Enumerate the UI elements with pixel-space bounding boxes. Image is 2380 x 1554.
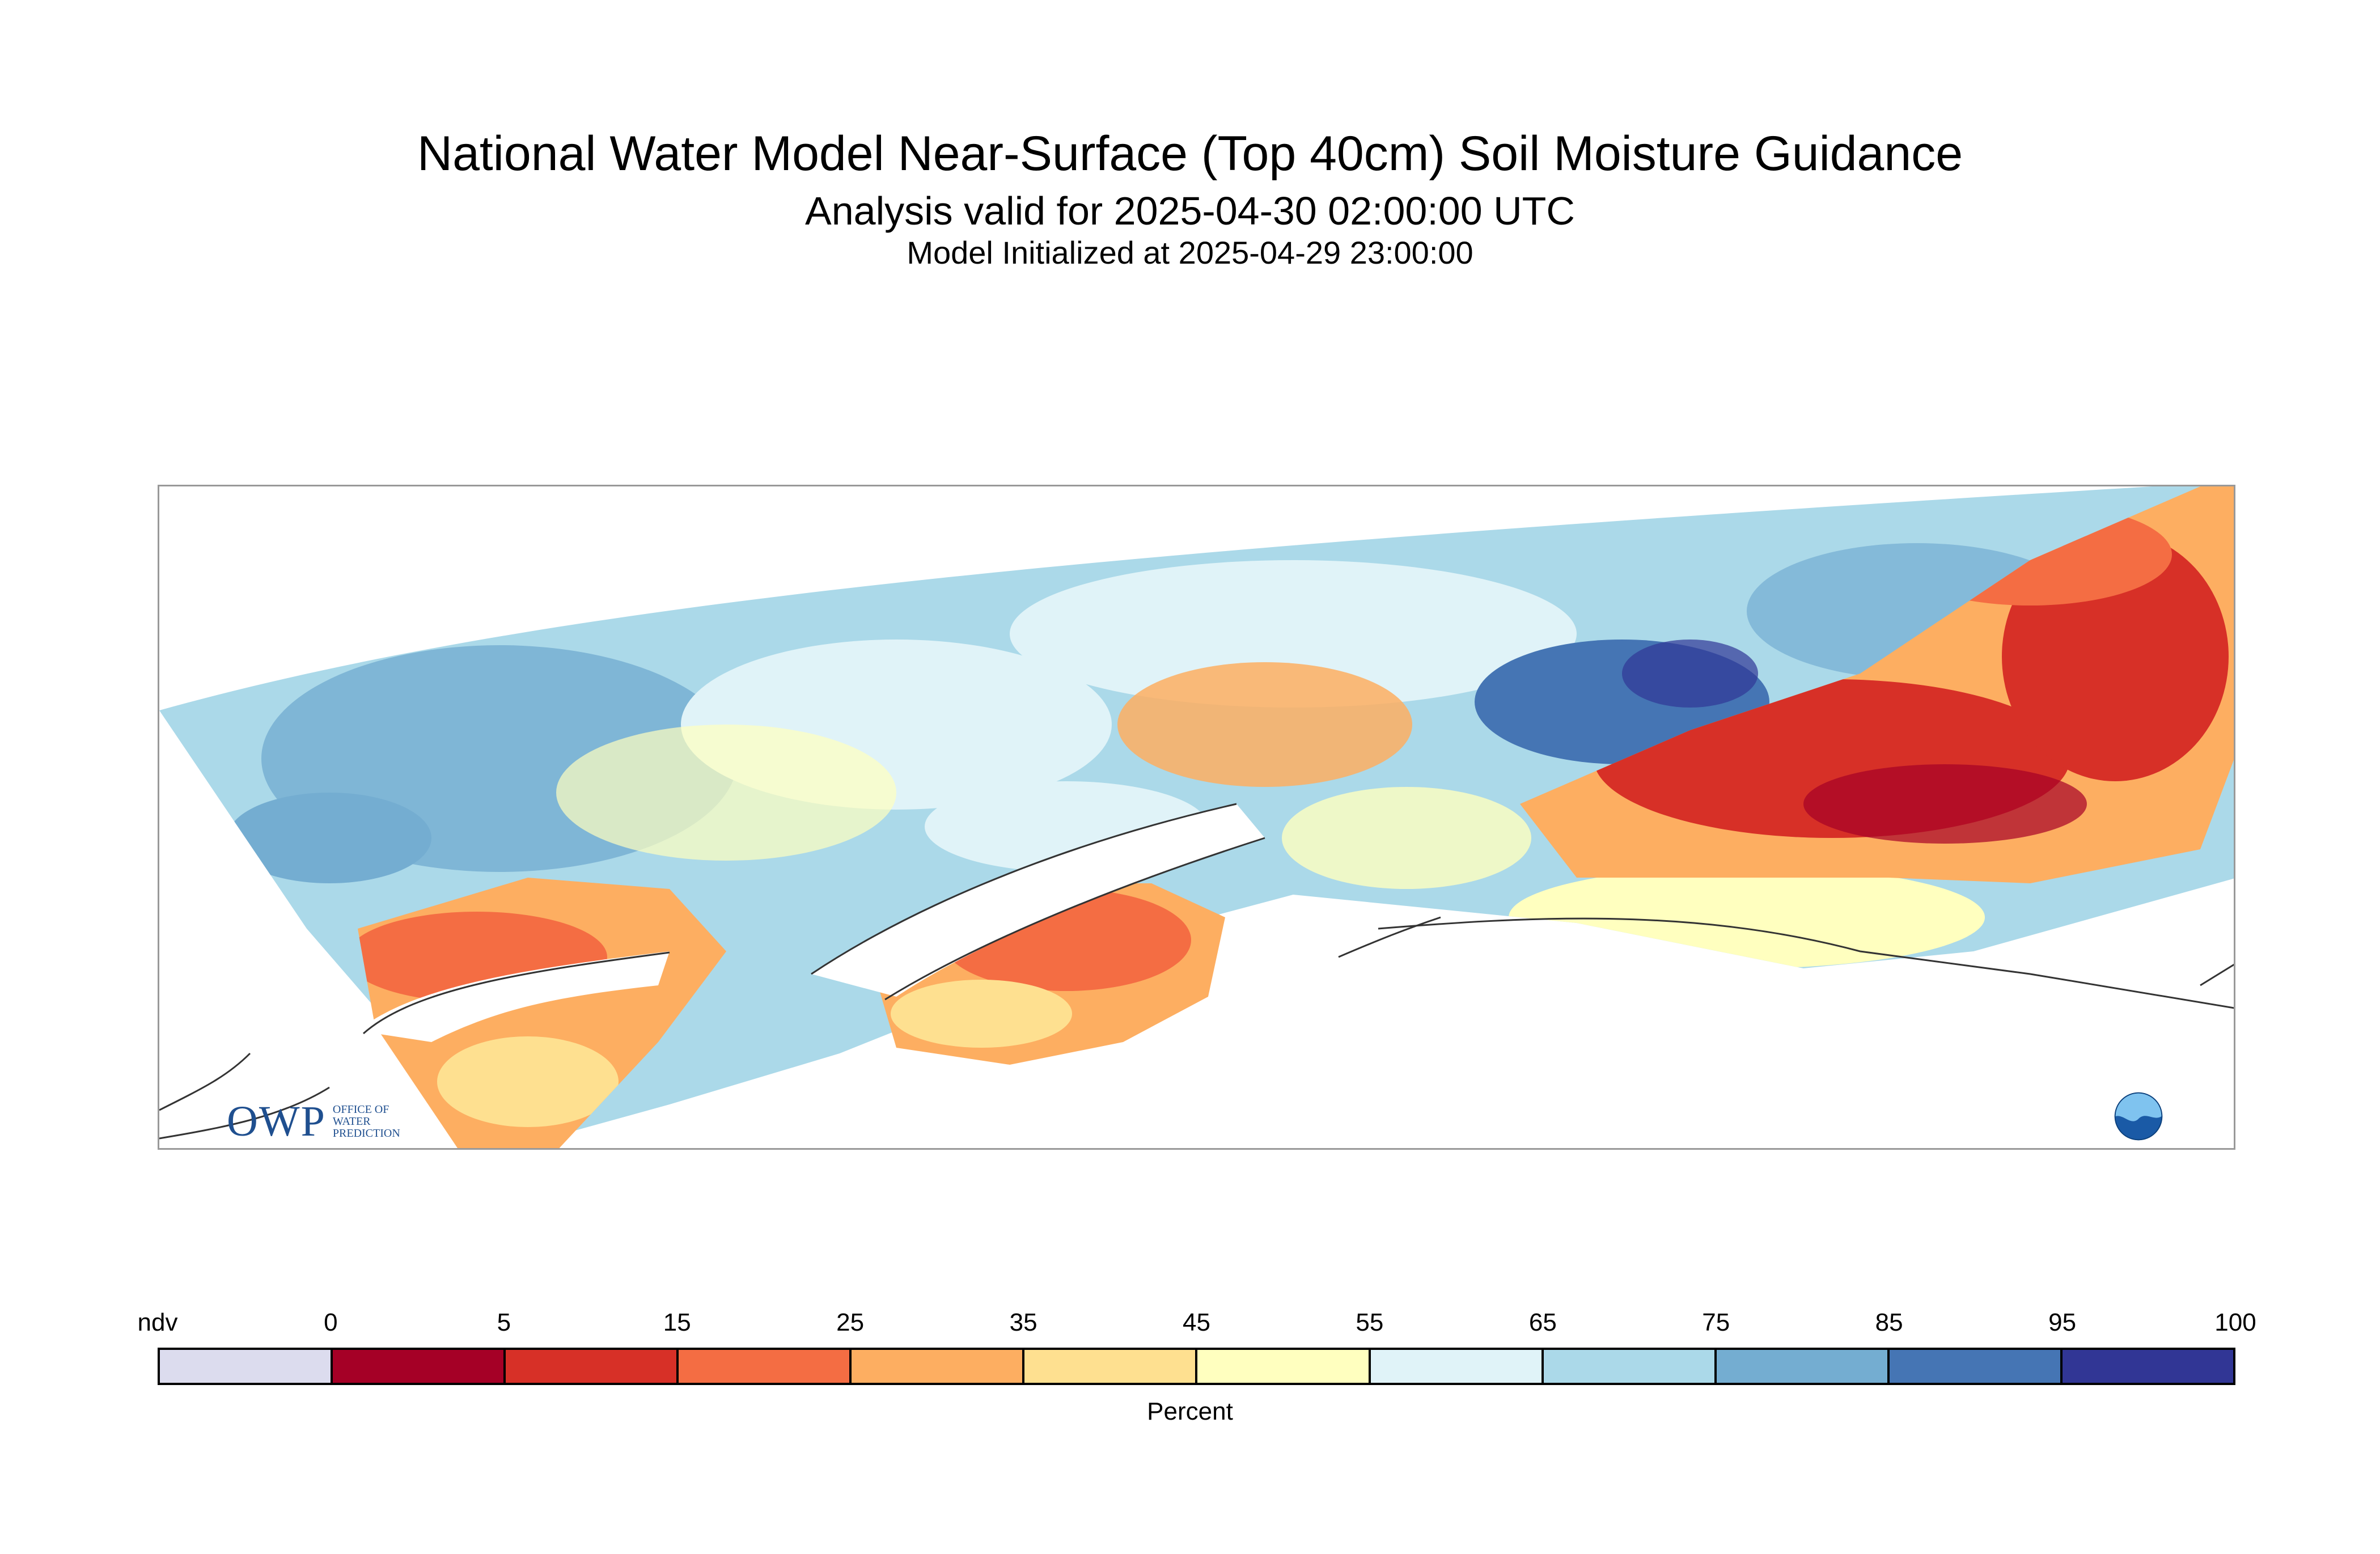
colorbar-swatch [679, 1350, 852, 1383]
colorbar-tick-label: ndv [137, 1309, 178, 1336]
colorbar [158, 1348, 2235, 1385]
map-title: National Water Model Near-Surface (Top 4… [417, 126, 1963, 181]
colorbar-tick-label: 45 [1183, 1309, 1210, 1336]
colorbar-swatch [333, 1350, 506, 1383]
owp-text: OFFICE OF WATER PREDICTION [332, 1103, 400, 1140]
colorbar-swatch [1197, 1350, 1371, 1383]
colorbar-tick-label: 55 [1356, 1309, 1384, 1336]
sound [811, 804, 1265, 997]
valid-time: Analysis valid for 2025-04-30 02:00:00 U… [805, 189, 1575, 233]
colorbar-swatch [1370, 1350, 1544, 1383]
colorbar-tick-label: 0 [324, 1309, 338, 1336]
colorbar-tick-label: 25 [836, 1309, 865, 1336]
colorbar-swatch [2062, 1350, 2233, 1383]
colorbar-swatch [1716, 1350, 1890, 1383]
colorbar-swatch [1889, 1350, 2063, 1383]
colorbar-swatch [852, 1350, 1025, 1383]
owp-logo: OWP OFFICE OF WATER PREDICTION [227, 1097, 400, 1146]
colorbar-tick-label: 100 [2214, 1309, 2256, 1336]
soil-moisture-map [158, 485, 2235, 1150]
map-canvas [159, 486, 2234, 1148]
colorbar-swatch [1543, 1350, 1717, 1383]
colorbar-tick-label: 5 [497, 1309, 511, 1336]
colorbar-tick-label: 95 [2048, 1309, 2077, 1336]
inlet [358, 951, 670, 1042]
colorbar-label: Percent [1147, 1398, 1233, 1425]
colorbar-swatch [160, 1350, 333, 1383]
init-time: Model Initialized at 2025-04-29 23:00:00 [907, 235, 1473, 270]
colorbar-tick-label: 85 [1875, 1309, 1903, 1336]
colorbar-tick-label: 35 [1009, 1309, 1037, 1336]
colorbar-swatch [1024, 1350, 1198, 1383]
colorbar-tick-label: 65 [1528, 1309, 1557, 1336]
colorbar-tick-label: 15 [663, 1309, 691, 1336]
noaa-logo-icon [2114, 1092, 2163, 1141]
colorbar-tick-label: 75 [1702, 1309, 1730, 1336]
colorbar-swatch [506, 1350, 679, 1383]
coastline [159, 803, 2234, 1140]
owp-letters: OWP [227, 1098, 326, 1145]
